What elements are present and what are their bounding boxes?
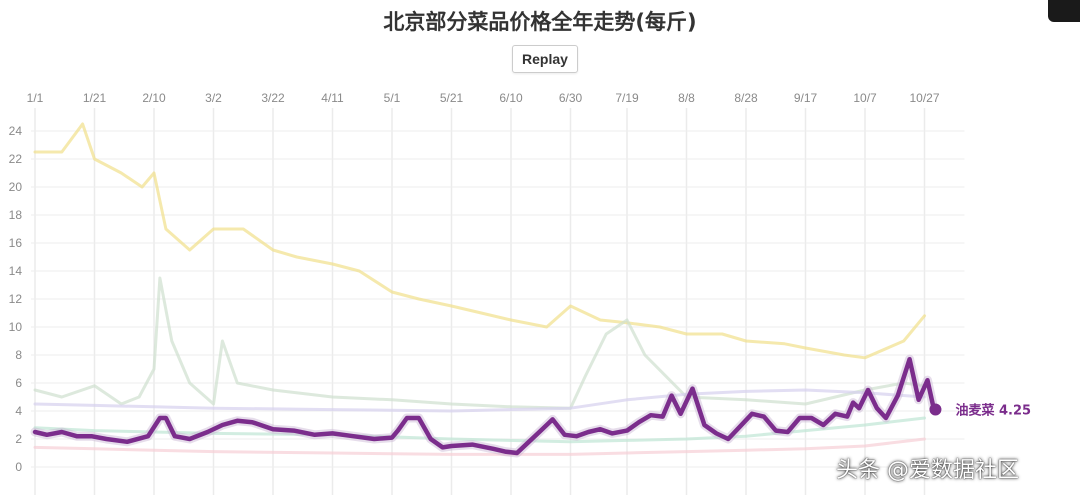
x-tick-label: 6/30: [559, 91, 583, 105]
horizontal-gridlines: [31, 130, 965, 468]
x-tick-label: 4/11: [321, 91, 344, 105]
highlight-series-group[interactable]: 油麦菜 4.25: [30, 354, 1031, 458]
x-tick-label: 7/19: [615, 91, 639, 105]
x-tick-label: 2/10: [142, 91, 166, 105]
x-tick-label: 6/10: [499, 91, 523, 105]
x-tick-label: 3/22: [261, 91, 285, 105]
y-tick-label: 18: [9, 208, 23, 222]
faded-series-line: [33, 122, 926, 360]
x-tick-label: 9/17: [794, 91, 818, 105]
x-tick-label: 8/28: [734, 91, 758, 105]
y-tick-label: 4: [15, 404, 22, 418]
window-corner: [1048, 0, 1080, 22]
faded-series-line: [33, 388, 926, 413]
x-tick-label: 1/1: [27, 91, 44, 105]
y-tick-label: 12: [9, 292, 23, 306]
y-tick-label: 10: [9, 320, 23, 334]
y-tick-label: 2: [15, 432, 22, 446]
highlight-series-line[interactable]: [32, 356, 936, 456]
x-tick-label: 1/21: [83, 91, 107, 105]
y-tick-label: 14: [9, 264, 23, 278]
vertical-gridlines: [34, 108, 926, 495]
x-tick-label: 10/27: [910, 91, 940, 105]
faded-series-line: [33, 437, 926, 456]
y-tick-label: 0: [15, 460, 22, 474]
x-axis-ticks: 1/1 1/21 2/10 3/2 3/22 4/11 5/1 5/21 6/10 6/30 7/1…: [27, 91, 940, 105]
y-tick-label: 16: [9, 236, 23, 250]
y-tick-label: 8: [15, 348, 22, 362]
chart-title: 北京部分菜品价格全年走势(每斤): [383, 10, 697, 34]
y-tick-label: 6: [15, 376, 22, 390]
watermark: 头条 @爱数据社区: [836, 458, 1019, 483]
x-tick-label: 5/1: [384, 91, 401, 105]
y-tick-label: 20: [9, 180, 23, 194]
faded-series-group: [33, 122, 926, 456]
end-point-marker[interactable]: [929, 403, 942, 416]
faded-series-line: [33, 416, 926, 444]
x-tick-label: 3/2: [205, 91, 222, 105]
faded-series-line: [33, 276, 926, 410]
y-tick-label: 22: [9, 152, 23, 166]
replay-button[interactable]: Replay: [512, 45, 578, 73]
x-tick-label: 5/21: [440, 91, 464, 105]
x-tick-label: 8/8: [678, 91, 695, 105]
end-value-label: 油麦菜 4.25: [955, 403, 1031, 419]
x-tick-label: 10/7: [853, 91, 877, 105]
y-tick-label: 24: [9, 124, 23, 138]
